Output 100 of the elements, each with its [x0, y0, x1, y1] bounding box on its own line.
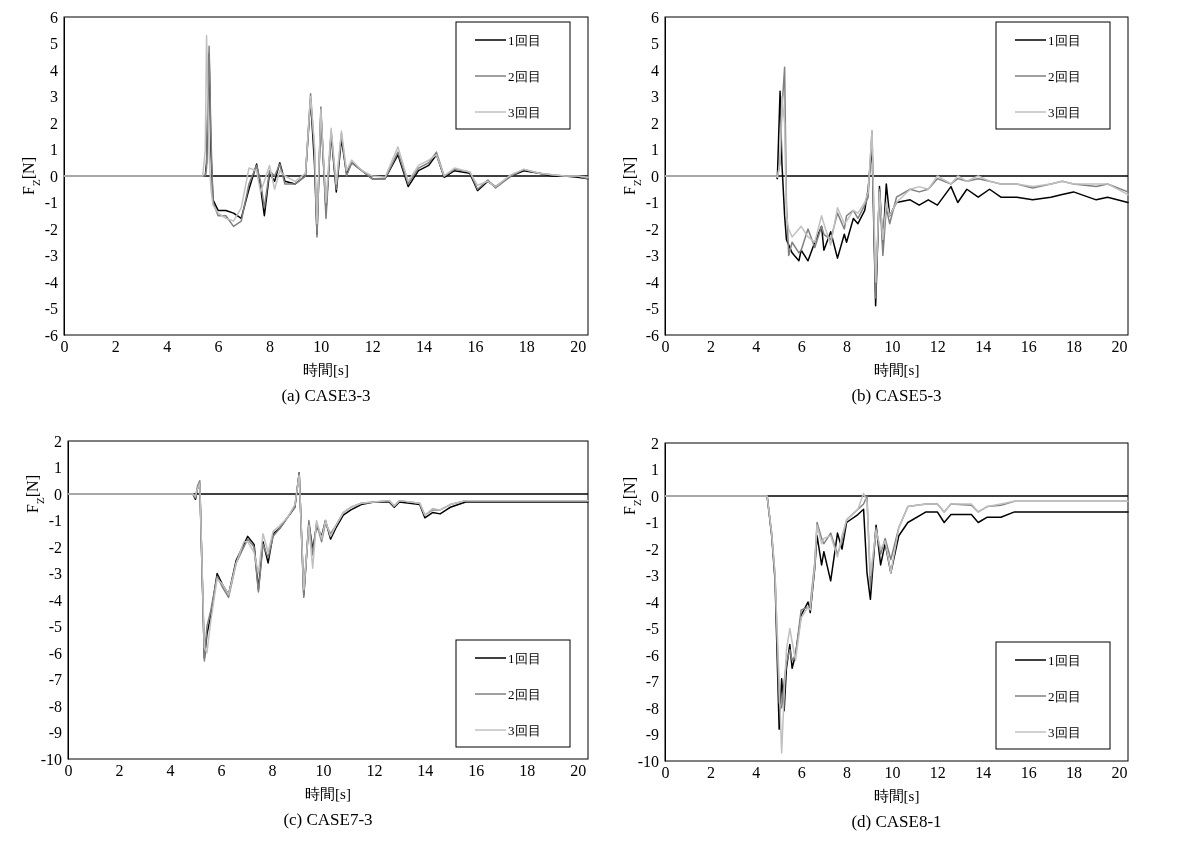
x-tick-label: 10: [313, 338, 330, 356]
x-tick-label: 8: [843, 764, 852, 782]
x-axis-title: 時間[s]: [305, 786, 351, 802]
legend-label: 1回目: [1048, 33, 1081, 48]
y-tick-label: 2: [651, 114, 659, 132]
y-tick-label: -3: [44, 247, 58, 265]
legend-label: 2回目: [1048, 689, 1081, 704]
y-tick-label: -7: [48, 671, 62, 689]
y-tick-label: -6: [645, 646, 659, 664]
x-tick-label: 14: [975, 764, 992, 782]
y-tick-label: 6: [651, 8, 659, 26]
y-tick-label: -2: [48, 538, 62, 556]
y-tick-label: -4: [48, 591, 62, 609]
x-tick-label: 10: [884, 764, 901, 782]
y-tick-label: 2: [50, 114, 58, 132]
y-tick-label: 1: [651, 461, 659, 479]
y-tick-label: -3: [48, 565, 62, 583]
legend-label: 3回目: [508, 723, 541, 738]
x-tick-label: 4: [752, 338, 761, 356]
x-tick-label: 14: [416, 338, 433, 356]
y-tick-label: 1: [54, 459, 62, 477]
y-tick-label: -5: [48, 618, 62, 636]
legend-label: 1回目: [508, 33, 541, 48]
x-tick-label: 20: [1111, 338, 1128, 356]
x-tick-label: 10: [315, 762, 332, 780]
y-tick-label: -5: [44, 300, 58, 318]
y-tick-label: -6: [48, 644, 62, 662]
x-tick-label: 12: [366, 762, 383, 780]
x-tick-label: 18: [519, 762, 536, 780]
x-tick-label: 10: [884, 338, 901, 356]
x-tick-label: 2: [706, 764, 715, 782]
y-tick-label: 3: [50, 88, 58, 106]
y-tick-label: -9: [645, 726, 659, 744]
legend-label: 1回目: [1048, 653, 1081, 668]
y-tick-label: 0: [651, 167, 659, 185]
x-tick-label: 20: [1111, 764, 1128, 782]
y-tick-label: -1: [645, 194, 659, 212]
legend-label: 3回目: [1048, 725, 1081, 740]
y-tick-label: 4: [50, 61, 58, 79]
x-tick-label: 18: [1066, 764, 1083, 782]
x-tick-label: 16: [1020, 764, 1037, 782]
legend-label: 2回目: [508, 687, 541, 702]
legend-label: 2回目: [1048, 69, 1081, 84]
y-tick-label: -8: [645, 699, 659, 717]
y-tick-label: -4: [645, 273, 659, 291]
x-tick-label: 14: [975, 338, 992, 356]
y-tick-label: -8: [48, 697, 62, 715]
x-tick-label: 16: [1020, 338, 1037, 356]
x-axis-title: 時間[s]: [303, 362, 349, 378]
y-tick-label: 2: [651, 434, 659, 452]
text: (c) CASE7-3: [283, 810, 373, 829]
y-tick-label: 0: [50, 167, 58, 185]
x-tick-label: 8: [265, 338, 274, 356]
y-tick-label: -4: [645, 593, 659, 611]
x-tick-label: 6: [214, 338, 223, 356]
x-tick-label: 4: [752, 764, 761, 782]
x-axis-title: 時間[s]: [873, 362, 920, 378]
y-tick-label: -6: [44, 326, 58, 344]
text: (b) CASE5-3: [851, 386, 942, 405]
x-tick-label: 2: [111, 338, 120, 356]
y-tick-label: 5: [651, 35, 659, 53]
x-tick-label: 2: [115, 762, 124, 780]
x-tick-label: 2: [706, 338, 715, 356]
y-tick-label: -3: [645, 247, 659, 265]
y-tick-label: 2: [54, 432, 62, 450]
x-tick-label: 6: [797, 338, 806, 356]
y-tick-label: 6: [50, 8, 58, 26]
y-tick-label: 1: [651, 141, 659, 159]
x-tick-label: 6: [797, 764, 806, 782]
legend-label: 1回目: [508, 651, 541, 666]
y-tick-label: -1: [44, 194, 58, 212]
x-tick-label: 6: [217, 762, 226, 780]
y-tick-label: -10: [40, 750, 62, 768]
x-tick-label: 4: [163, 338, 172, 356]
y-tick-label: 5: [50, 35, 58, 53]
y-tick-label: 4: [651, 61, 659, 79]
y-tick-label: -4: [44, 273, 58, 291]
y-tick-label: -3: [645, 567, 659, 585]
legend-label: 2回目: [508, 69, 541, 84]
x-tick-label: 20: [570, 338, 587, 356]
y-tick-label: -9: [48, 724, 62, 742]
x-axis-title: 時間[s]: [873, 788, 920, 804]
x-tick-label: 20: [570, 762, 587, 780]
y-tick-label: -5: [645, 620, 659, 638]
legend-label: 3回目: [1048, 105, 1081, 120]
y-tick-label: -2: [645, 540, 659, 558]
y-tick-label: -5: [645, 300, 659, 318]
y-tick-label: 0: [651, 487, 659, 505]
x-tick-label: 18: [518, 338, 535, 356]
y-tick-label: -10: [637, 752, 659, 770]
text: (a) CASE3-3: [281, 386, 371, 405]
x-tick-label: 8: [268, 762, 277, 780]
y-tick-label: -6: [645, 326, 659, 344]
x-tick-label: 16: [467, 338, 484, 356]
y-tick-label: -1: [645, 514, 659, 532]
y-tick-label: 1: [50, 141, 58, 159]
x-tick-label: 18: [1066, 338, 1083, 356]
y-tick-label: 0: [54, 485, 62, 503]
x-tick-label: 8: [843, 338, 852, 356]
text: (d) CASE8-1: [851, 812, 942, 831]
